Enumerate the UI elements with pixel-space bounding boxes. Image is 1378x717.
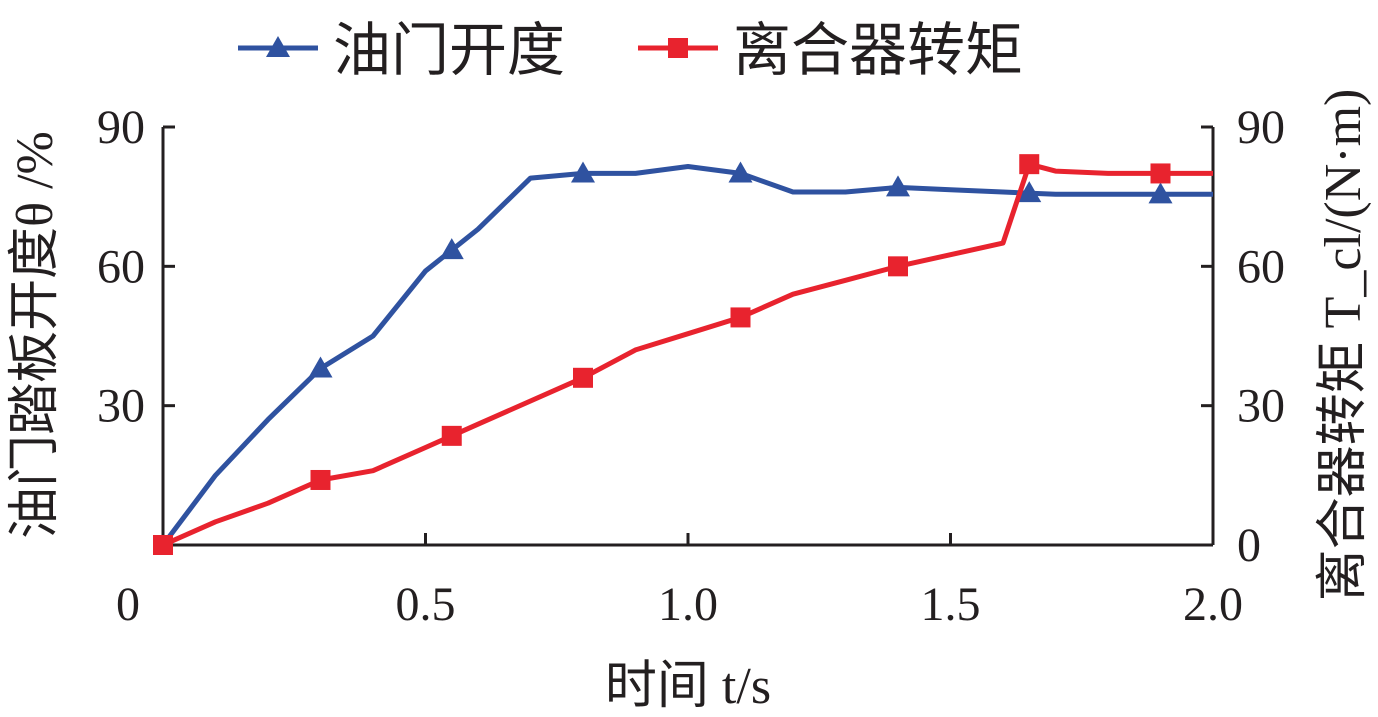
- throttle-marker: [439, 238, 464, 260]
- legend: 油门开度 离合器转矩: [238, 18, 1023, 83]
- legend-throttle-marker: [266, 36, 290, 57]
- left-y-tick-label: 30: [97, 380, 145, 433]
- clutch-torque-marker: [730, 307, 751, 328]
- left-y-axis-title: 油门踏板开度θ /%: [7, 131, 64, 539]
- left-y-tick-label: 90: [97, 101, 145, 154]
- right-y-axis-title: 离合器转矩 T_cl/(N·m): [1315, 89, 1372, 602]
- legend-clutch-torque-marker: [668, 38, 688, 58]
- throttle-marker: [1148, 182, 1173, 204]
- axis-labels: 时间 t/s 油门踏板开度θ /% 离合器转矩 T_cl/(N·m): [7, 89, 1372, 715]
- right-y-tick-label: 30: [1237, 380, 1285, 433]
- clutch-torque-line: [161, 161, 1213, 548]
- x-tick-label: 0: [116, 578, 140, 631]
- legend-throttle-label: 油门开度: [333, 18, 565, 83]
- clutch-torque-marker: [1150, 163, 1171, 184]
- x-axis-title: 时间 t/s: [605, 658, 771, 715]
- throttle-marker: [728, 161, 753, 183]
- left-y-tick-label: 60: [97, 240, 145, 293]
- throttle-marker: [571, 161, 595, 183]
- clutch-torque-marker: [441, 425, 462, 446]
- right-y-tick-label: 90: [1237, 101, 1285, 154]
- x-tick-label: 2.0: [1183, 578, 1243, 631]
- x-tick-label: 0.5: [396, 578, 456, 631]
- clutch-torque-marker: [153, 535, 173, 555]
- x-tick-label: 1.5: [921, 578, 981, 631]
- clutch-torque-marker: [573, 367, 593, 388]
- legend-clutch-torque-label: 离合器转矩: [733, 18, 1023, 83]
- throttle-marker: [308, 356, 333, 378]
- plot-area: [153, 154, 1213, 555]
- throttle-line: [161, 164, 1213, 547]
- right-y-tick-label: 60: [1237, 240, 1285, 293]
- clutch-torque-marker: [1019, 154, 1040, 175]
- axes: 0 0.5 1.0 1.5 2.0 30 60 90 0 30 60 90: [97, 101, 1285, 631]
- clutch-torque-marker: [310, 469, 331, 490]
- right-y-tick-label: 0: [1237, 519, 1261, 572]
- clutch-torque-marker: [888, 256, 908, 277]
- throttle-marker: [886, 175, 910, 197]
- x-tick-label: 1.0: [658, 578, 718, 631]
- throttle-marker: [1017, 181, 1042, 203]
